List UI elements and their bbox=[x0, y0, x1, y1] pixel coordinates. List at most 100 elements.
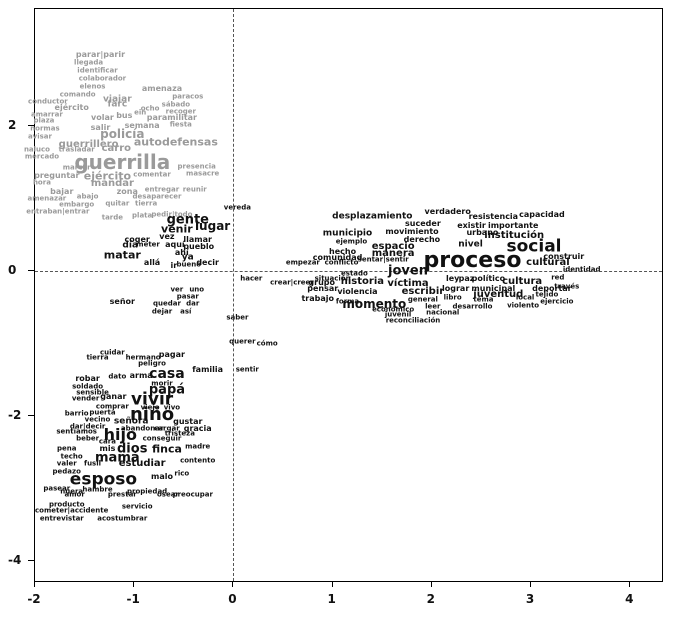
word-label: decir bbox=[196, 258, 219, 268]
word-label: político bbox=[471, 274, 506, 284]
word-label: farc bbox=[107, 99, 128, 110]
word-label: salir bbox=[90, 122, 111, 132]
y-axis-tick-label: 0 bbox=[8, 262, 17, 277]
word-label: libro bbox=[443, 293, 462, 302]
x-axis-tick bbox=[232, 581, 234, 587]
word-label: elenos bbox=[79, 82, 106, 91]
word-label: allá bbox=[143, 258, 161, 268]
word-label: ejército bbox=[83, 169, 132, 183]
word-label: ya bbox=[181, 252, 194, 263]
word-label: soldado bbox=[72, 382, 104, 391]
word-label: verdadero bbox=[424, 206, 471, 216]
word-label: plaza bbox=[33, 116, 55, 125]
x-axis-tick-label: 2 bbox=[426, 592, 436, 606]
word-label: robar bbox=[75, 373, 100, 383]
word-label: servicio bbox=[121, 502, 153, 511]
word-label: desaparecer bbox=[132, 192, 182, 201]
word-label: matar bbox=[103, 248, 141, 262]
y-axis-tick bbox=[28, 414, 34, 416]
word-label: abajo bbox=[76, 192, 99, 201]
word-label: económico bbox=[372, 305, 415, 314]
word-label: entrevistar bbox=[39, 514, 84, 523]
word-label: sábado bbox=[161, 100, 191, 109]
word-label: masacre bbox=[186, 169, 220, 178]
word-label: normas bbox=[30, 124, 60, 133]
word-label: niño bbox=[129, 403, 175, 425]
word-label: espacio bbox=[371, 240, 415, 252]
word-label: momento bbox=[342, 297, 407, 312]
word-label: nuera bbox=[60, 487, 84, 496]
word-label: movimiento bbox=[385, 226, 439, 236]
plot-area: parar|parir llegada identificar colaborador… bbox=[24, 8, 663, 582]
word-label: red bbox=[551, 273, 565, 282]
word-label: gustar bbox=[173, 416, 203, 426]
word-label: ganar bbox=[100, 391, 127, 401]
y-zero-dashed-line bbox=[35, 270, 662, 272]
word-label: importante bbox=[487, 220, 539, 230]
word-label: paracos bbox=[172, 92, 204, 101]
word-label: desarrollo bbox=[452, 302, 493, 311]
word-label: tarde bbox=[101, 213, 124, 222]
word-label: tierra bbox=[135, 199, 158, 208]
word-label: situación bbox=[314, 274, 351, 283]
word-label: bajar bbox=[50, 186, 74, 196]
word-label: cara bbox=[98, 437, 116, 446]
word-label: hambre bbox=[82, 485, 113, 494]
word-label: madre bbox=[185, 442, 211, 451]
word-label: general bbox=[407, 295, 438, 304]
word-label: cómo bbox=[256, 339, 278, 348]
y-axis-tick-label: 2 bbox=[8, 117, 17, 132]
word-label: proceso bbox=[423, 247, 522, 273]
word-label: desplazamiento bbox=[332, 211, 413, 222]
word-label: deportar bbox=[532, 283, 572, 293]
word-label: señora bbox=[113, 416, 149, 426]
word-label: venir bbox=[161, 222, 193, 236]
word-label: arma bbox=[129, 370, 153, 380]
y-axis-tick bbox=[28, 269, 34, 271]
word-label: morir bbox=[151, 379, 173, 388]
word-label: fiesta bbox=[169, 120, 192, 129]
word-label: municipio bbox=[322, 228, 373, 239]
word-label: esposo bbox=[69, 469, 138, 489]
word-label: propiedad bbox=[127, 487, 168, 496]
word-label: embargo bbox=[59, 200, 95, 209]
word-label: hecho bbox=[329, 246, 357, 256]
x-axis-tick bbox=[133, 581, 135, 587]
x-axis-tick bbox=[331, 581, 333, 587]
word-label: local bbox=[515, 293, 535, 302]
x-axis-tick-label: -1 bbox=[126, 592, 140, 606]
word-label: joven bbox=[388, 263, 428, 279]
word-label: reconciliación bbox=[385, 316, 441, 325]
word-label: fusil bbox=[84, 459, 102, 468]
word-label: zona bbox=[116, 186, 138, 196]
word-label: juvenil bbox=[384, 310, 412, 319]
word-label: querer bbox=[229, 337, 256, 346]
word-label: sentar|sentir bbox=[357, 255, 409, 264]
word-label: llegada bbox=[74, 58, 104, 67]
word-label: bus bbox=[116, 110, 133, 120]
word-label: entraban|entrar bbox=[26, 207, 90, 216]
word-label: finca bbox=[151, 442, 182, 456]
word-label: pedazo bbox=[52, 467, 81, 476]
word-label: avisar bbox=[27, 132, 52, 141]
y-axis-tick-label: -2 bbox=[8, 407, 22, 422]
word-label: existir bbox=[457, 221, 486, 231]
word-label: dejar bbox=[151, 307, 173, 316]
x-axis-tick-label: 1 bbox=[327, 592, 336, 606]
word-label: hermano bbox=[125, 353, 161, 362]
word-label: producto bbox=[48, 500, 85, 509]
word-label: cultural bbox=[526, 257, 570, 269]
word-label: social bbox=[506, 236, 562, 257]
word-label: pasear bbox=[43, 484, 71, 493]
word-label: ahí bbox=[174, 247, 189, 257]
word-label: naluco bbox=[23, 145, 50, 154]
word-label: identificar bbox=[77, 66, 118, 75]
word-label: coger bbox=[124, 234, 150, 244]
word-label: ver bbox=[170, 285, 184, 294]
word-label: pedir|todo bbox=[151, 210, 193, 219]
word-label: leer bbox=[425, 302, 441, 311]
word-label: lograr bbox=[442, 283, 470, 293]
word-label: paramilitar bbox=[146, 113, 198, 123]
word-label: bueno bbox=[176, 260, 202, 269]
word-label: sentir bbox=[235, 365, 259, 374]
